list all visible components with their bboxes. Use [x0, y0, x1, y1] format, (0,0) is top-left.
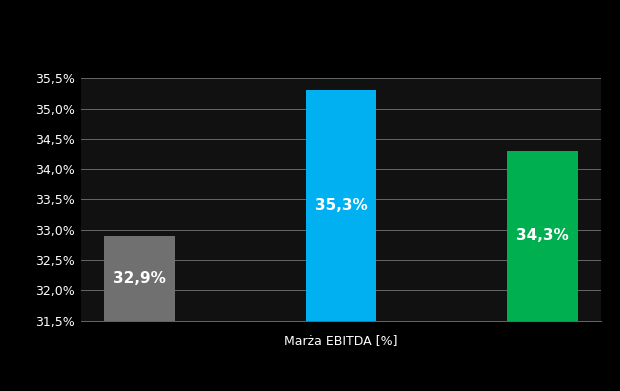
X-axis label: Marża EBITDA [%]: Marża EBITDA [%]: [284, 334, 398, 347]
Bar: [104, 236, 175, 321]
Text: 34,3%: 34,3%: [516, 228, 569, 243]
Text: 35,3%: 35,3%: [314, 198, 368, 213]
Bar: [507, 151, 578, 321]
Text: 32,9%: 32,9%: [113, 271, 166, 286]
Bar: [306, 90, 376, 321]
